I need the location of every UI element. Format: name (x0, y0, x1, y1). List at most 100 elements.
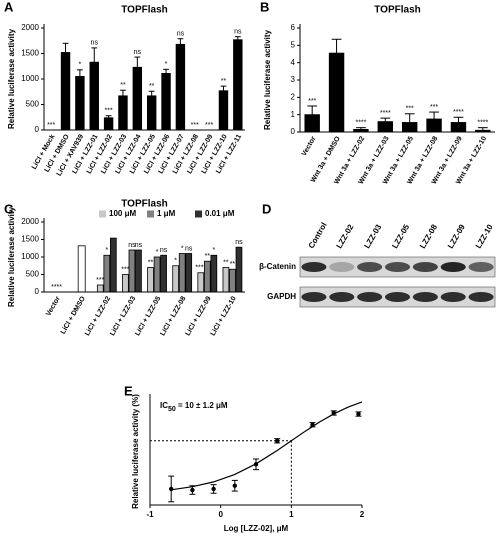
band (440, 292, 466, 302)
lane-label: LZZ-08 (418, 222, 439, 250)
row-label: GAPDH (267, 292, 296, 301)
chart-title: TOPFlash (121, 199, 168, 210)
panel-letter: D (262, 201, 271, 216)
point (275, 438, 280, 443)
x-axis-label: Log [LZZ-02], μM (224, 524, 289, 533)
point (190, 487, 195, 493)
significance-label: ** (205, 253, 211, 260)
bar (161, 72, 171, 131)
significance-label: ** (149, 83, 155, 90)
legend-swatch (147, 210, 154, 218)
y-tick-label: 1000 (21, 252, 39, 261)
x-tick-label: Vector (301, 135, 318, 157)
band (329, 292, 355, 302)
significance-label: ns (91, 40, 99, 47)
lane-label: LZZ-02 (335, 222, 356, 250)
significance-label: * (174, 258, 177, 265)
bar (75, 76, 85, 131)
y-axis-label: Relative luciferase activity (7, 206, 16, 307)
band (384, 292, 411, 302)
y-tick-label: 1000 (21, 74, 39, 83)
y-axis-label: Relative luciferase activity (%) (131, 394, 140, 509)
bar (222, 267, 230, 293)
point (310, 422, 315, 427)
lane-label: LZZ-10 (474, 222, 495, 250)
significance-label: * (165, 61, 168, 68)
bar (77, 245, 86, 293)
bar (178, 253, 186, 293)
panel-letter: B (260, 0, 269, 14)
bar (122, 274, 129, 293)
x-tick-label: LiCl + LZZ-03 (109, 295, 137, 337)
x-tick-label: -1 (146, 510, 154, 519)
bar (103, 254, 111, 293)
significance-label: *** (47, 122, 55, 129)
significance-label: **** (477, 120, 488, 127)
x-tick-label: LiCl + LZZ-09 (185, 295, 213, 337)
bar (203, 260, 211, 293)
bar (153, 256, 161, 293)
bar (304, 114, 320, 133)
bar (426, 118, 442, 133)
significance-label: **** (380, 110, 391, 117)
band (301, 262, 327, 272)
significance-label: *** (96, 277, 104, 284)
bar (128, 249, 136, 293)
bar (235, 246, 243, 293)
x-tick-label: LiCl + LZZ-08 (159, 295, 187, 337)
significance-label: ns (135, 242, 143, 249)
y-tick-label: 1 (291, 110, 296, 119)
bar (135, 249, 142, 293)
significance-label: *** (205, 122, 213, 129)
y-tick-label: 500 (26, 100, 40, 109)
bar (233, 39, 243, 131)
panel-letter: C (4, 201, 14, 216)
y-tick-label: 6 (291, 23, 296, 32)
significance-label: **** (195, 265, 206, 272)
x-tick-label: 2 (360, 510, 365, 519)
point (253, 462, 259, 467)
significance-label: ** (221, 78, 227, 85)
y-axis-label: Relative luciferase activity (263, 29, 272, 130)
bar (118, 95, 128, 131)
lane-label: LZZ-09 (446, 222, 467, 250)
band (357, 292, 383, 302)
annotation-sub: 50 (168, 406, 176, 413)
y-tick-label: 5 (291, 40, 296, 49)
x-tick-label: 1 (289, 510, 294, 519)
significance-label: * (212, 247, 215, 254)
significance-label: ** (223, 259, 229, 266)
bar (103, 117, 114, 131)
bar (401, 122, 418, 133)
y-tick-label: 0 (35, 287, 40, 296)
point (169, 486, 174, 492)
significance-label: **** (355, 120, 366, 127)
y-tick-label: 1500 (21, 235, 39, 244)
legend-swatch (99, 210, 106, 218)
band (329, 262, 355, 272)
bar (172, 265, 179, 293)
lane-label: LZZ-05 (390, 222, 411, 250)
chart-title: TOPFlash (374, 5, 421, 16)
significance-label: *** (121, 266, 129, 273)
x-tick-label: LiCl + LZZ-02 (84, 295, 112, 337)
significance-label: *** (430, 104, 438, 111)
bar (60, 52, 71, 131)
x-tick-label: LiCl + LZZ-05 (134, 295, 162, 337)
significance-label: ns (128, 242, 136, 249)
legend-swatch (195, 210, 202, 218)
bar (132, 66, 143, 131)
y-tick-label: 500 (26, 270, 40, 279)
y-tick-label: 2 (291, 92, 296, 101)
bar (450, 122, 467, 133)
significance-label: *** (191, 122, 199, 129)
x-tick-label: LiCl + LZZ-10 (210, 295, 238, 337)
lane-label: LZZ-03 (362, 222, 383, 250)
bar (197, 272, 205, 293)
annotation: IC50 = 10 ± 1.2 μM (160, 401, 228, 413)
row-label: β-Catenin (259, 262, 296, 271)
band (384, 262, 411, 272)
band (440, 262, 466, 272)
legend-label: 100 μM (109, 209, 136, 218)
